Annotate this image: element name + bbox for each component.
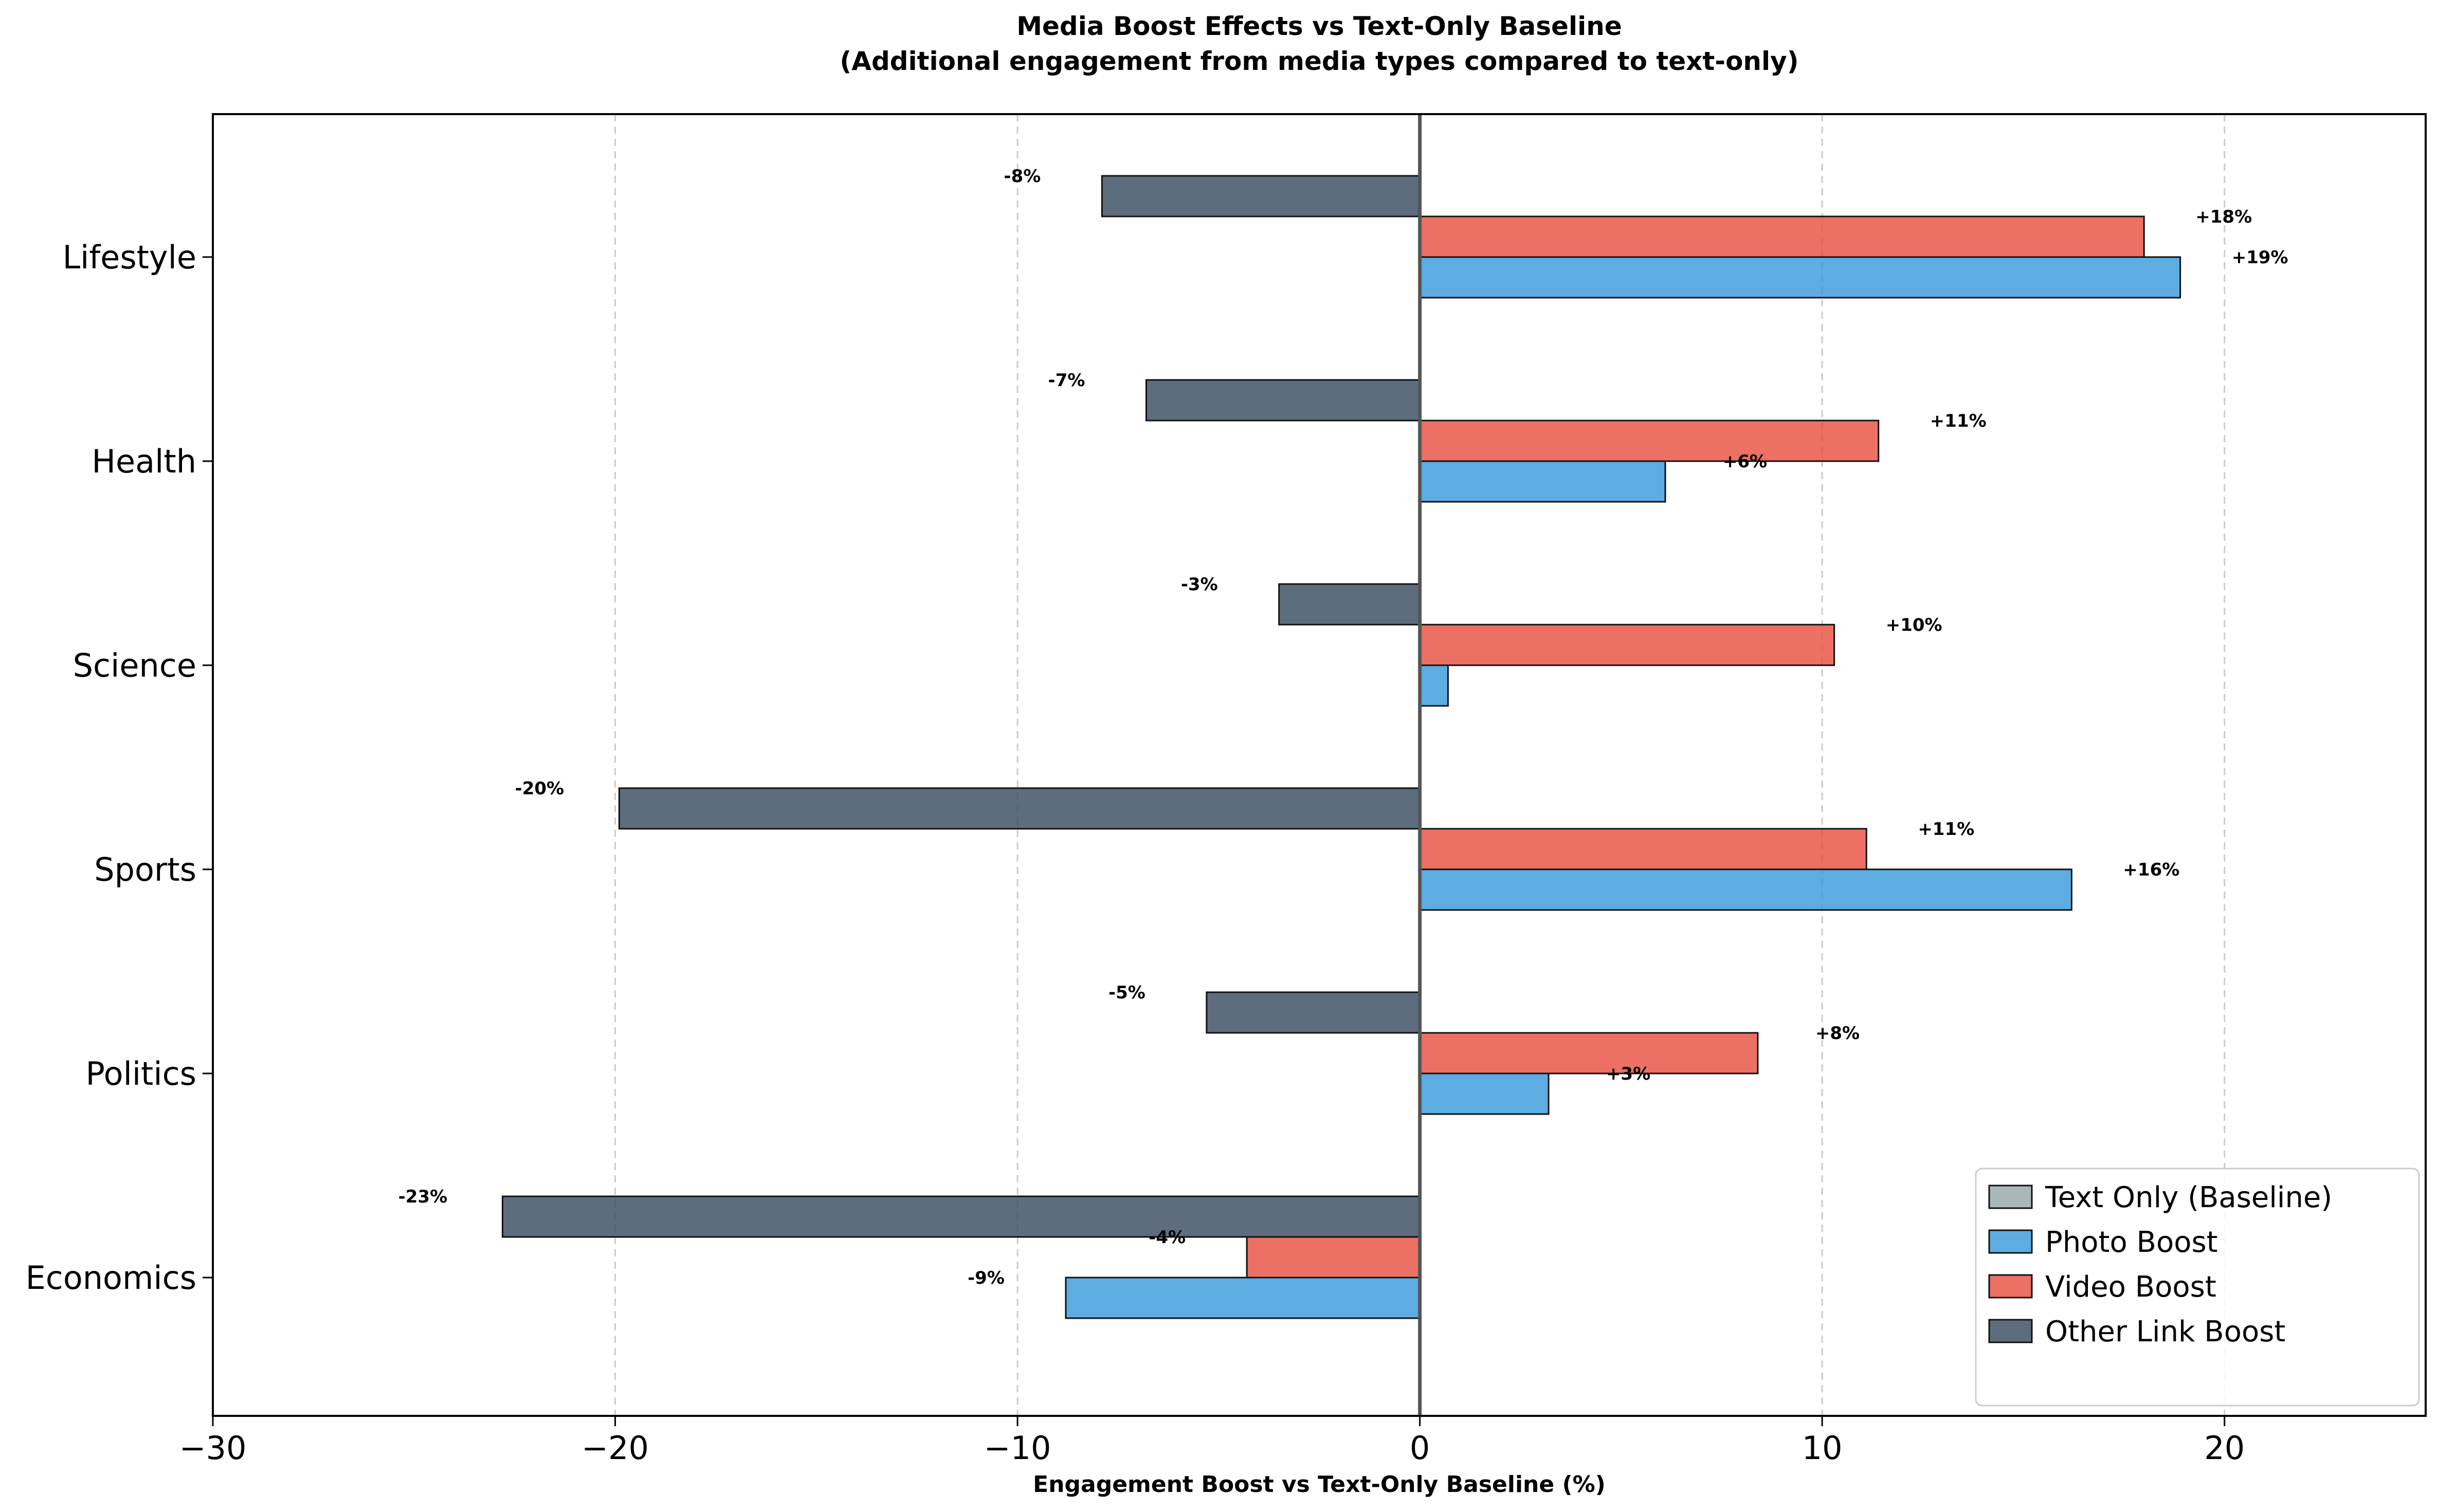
- bar-other-link-boost-economics: [501, 1195, 1421, 1238]
- bar-video-boost-politics: [1419, 1032, 1759, 1074]
- data-label: -20%: [515, 778, 565, 799]
- data-label: +11%: [1930, 411, 1987, 431]
- x-axis-label: Engagement Boost vs Text-Only Baseline (…: [1033, 1471, 1606, 1498]
- data-labels: +19% +18% -8% +6% +11% -7% +10% -3% +16% +11% -20%…: [398, 166, 2288, 1288]
- data-label: +6%: [1723, 451, 1767, 472]
- legend-swatch: [1988, 1185, 2033, 1209]
- y-tick-label-lifestyle: Lifestyle: [63, 239, 196, 276]
- legend-swatch: [1988, 1319, 2033, 1343]
- y-tick-label-health: Health: [92, 443, 196, 480]
- tick-labels: −30 −20 −10 0 10 20 Lifestyle Health Science Spor…: [26, 239, 2245, 1467]
- data-label: -9%: [968, 1268, 1005, 1288]
- bar-photo-boost-sports: [1419, 868, 2072, 911]
- bar-video-boost-sports: [1419, 828, 1867, 870]
- legend-entry: Text Only (Baseline): [2045, 1181, 2332, 1214]
- x-tick-label: −10: [984, 1429, 1051, 1467]
- legend: Text Only (Baseline) Photo Boost Video Boo…: [1975, 1168, 2420, 1407]
- bar-photo-boost-economics: [1065, 1277, 1421, 1319]
- data-label: -4%: [1149, 1227, 1186, 1248]
- bars: [501, 175, 2181, 1359]
- x-tick-label: 0: [1410, 1429, 1430, 1467]
- y-tick-label-politics: Politics: [86, 1055, 197, 1092]
- data-label: +19%: [2232, 247, 2288, 268]
- legend-entry: Photo Boost: [2045, 1226, 2218, 1259]
- chart-subtitle: (Additional engagement from media types …: [840, 46, 1798, 76]
- y-tick-label-science: Science: [73, 647, 196, 684]
- bar-video-boost-health: [1419, 420, 1880, 462]
- data-label: -8%: [1004, 166, 1041, 187]
- x-tick-label: 10: [1802, 1429, 1843, 1467]
- bar-photo-boost-health: [1419, 460, 1666, 503]
- bar-other-link-boost-sports: [618, 787, 1421, 830]
- chart-title: Media Boost Effects vs Text-Only Baselin…: [1016, 11, 1622, 41]
- axes: [212, 113, 2427, 1417]
- legend-entry: Video Boost: [2045, 1270, 2216, 1304]
- data-label: +16%: [2123, 860, 2179, 880]
- bar-photo-boost-lifestyle: [1419, 256, 2181, 299]
- x-tick-label: −20: [581, 1429, 649, 1467]
- bar-photo-boost-science: [1419, 664, 1449, 707]
- x-tick-label: −30: [179, 1429, 247, 1467]
- data-label: +3%: [1606, 1064, 1650, 1084]
- y-tick-label-sports: Sports: [94, 851, 196, 888]
- data-label: -3%: [1181, 574, 1218, 595]
- bar-video-boost-lifestyle: [1419, 215, 2145, 258]
- bar-video-boost-economics: [1246, 1236, 1421, 1279]
- legend-entry: Other Link Boost: [2045, 1315, 2285, 1349]
- plot-frame: [212, 113, 2427, 1417]
- bar-other-link-boost-lifestyle: [1101, 175, 1421, 217]
- bar-other-link-boost-health: [1145, 379, 1421, 422]
- data-label: +10%: [1886, 615, 1942, 635]
- data-label: +11%: [1918, 819, 1974, 840]
- bar-other-link-boost-politics: [1206, 991, 1421, 1034]
- legend-swatch: [1988, 1274, 2033, 1299]
- data-label: -7%: [1048, 370, 1085, 391]
- data-label: -5%: [1108, 982, 1145, 1003]
- bar-photo-boost-politics: [1419, 1072, 1550, 1115]
- x-tick-label: 20: [2204, 1429, 2245, 1467]
- bar-other-link-boost-science: [1278, 583, 1421, 626]
- legend-swatch: [1988, 1229, 2033, 1254]
- legend-box: [1975, 1168, 2420, 1407]
- data-label: -23%: [398, 1187, 448, 1207]
- data-label: +8%: [1815, 1023, 1860, 1044]
- data-label: +18%: [2195, 207, 2252, 227]
- bar-video-boost-science: [1419, 624, 1835, 666]
- y-tick-label-economics: Economics: [26, 1259, 196, 1297]
